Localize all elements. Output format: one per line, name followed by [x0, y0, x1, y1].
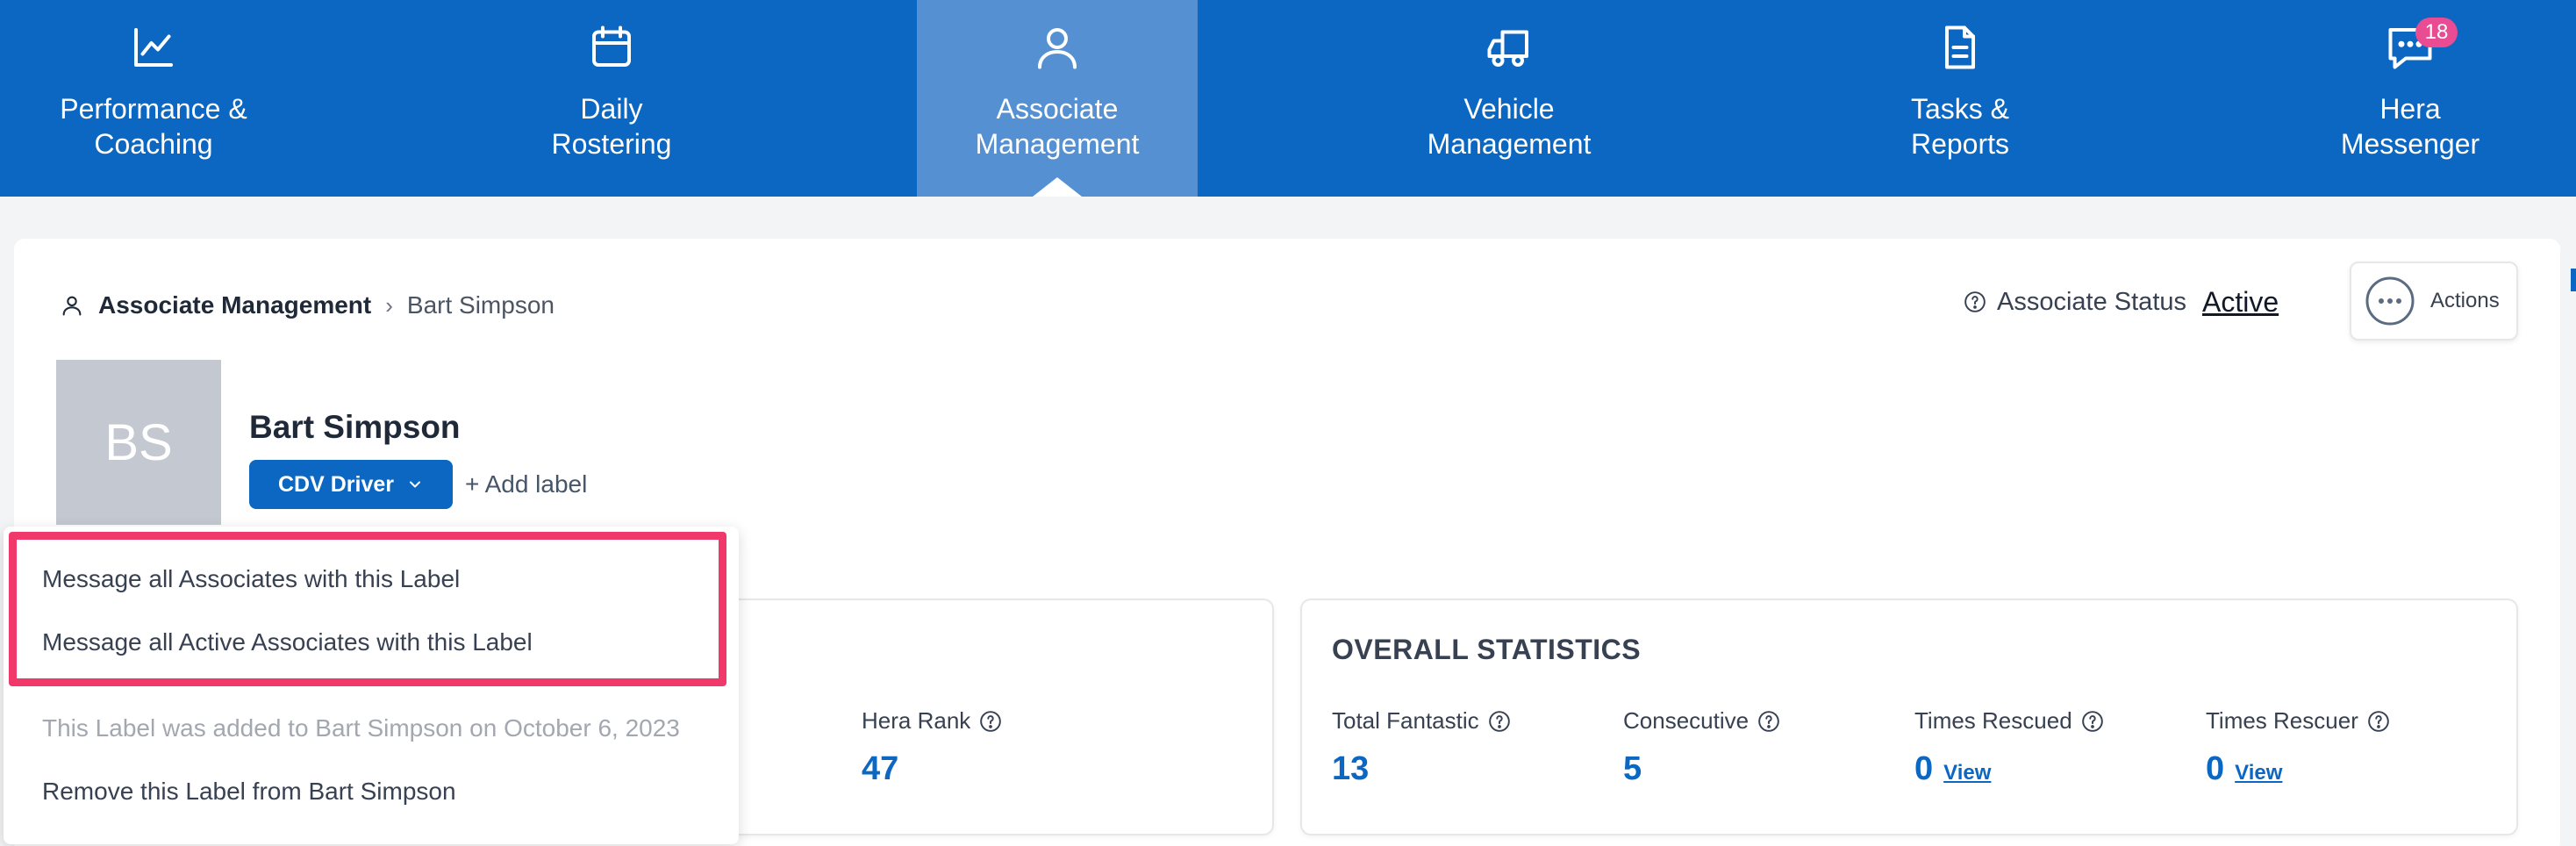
breadcrumb-root[interactable]: Associate Management: [98, 291, 372, 319]
stat-label: Consecutive: [1623, 707, 1750, 734]
active-caret: [1033, 177, 1082, 197]
edge-indicator: [2571, 269, 2576, 291]
menu-item-message-active[interactable]: Message all Active Associates with this …: [42, 628, 533, 656]
actions-button[interactable]: Actions: [2350, 262, 2518, 341]
associate-stats-panel: Hera Rank 47: [719, 599, 1274, 835]
label-text: CDV Driver: [278, 471, 394, 497]
unread-badge: 18: [2415, 18, 2458, 47]
stat-label: Times Rescued: [1914, 707, 2072, 734]
associate-name: Bart Simpson: [249, 409, 461, 445]
nav-label: Vehicle Management: [1427, 93, 1592, 160]
status-value[interactable]: Active: [2202, 285, 2279, 318]
nav-tasks-reports[interactable]: Tasks & Reports: [1732, 0, 2188, 197]
stat-value: 0: [1914, 750, 1934, 787]
nav-label: Daily Rostering: [551, 93, 672, 160]
menu-item-info: This Label was added to Bart Simpson on …: [42, 714, 680, 742]
stat-value: 13: [1332, 750, 1370, 787]
chevron-right-icon: ›: [385, 291, 393, 319]
avatar: BS: [56, 360, 221, 525]
chart-line-icon: [127, 21, 180, 74]
help-icon[interactable]: [1488, 710, 1511, 733]
message-icon: 18: [2384, 18, 2458, 74]
actions-label: Actions: [2430, 289, 2500, 312]
stat-value: 5: [1623, 750, 1642, 787]
nav-label: Hera Messenger: [2340, 93, 2480, 160]
stat-times-rescuer: Times Rescuer 0 View: [2206, 707, 2390, 788]
document-icon: [1934, 21, 1986, 74]
stat-hera-rank: Hera Rank 47: [862, 707, 1002, 788]
overall-statistics-panel: OVERALL STATISTICS Total Fantastic 13 Co…: [1300, 599, 2518, 835]
top-nav: Performance & Coaching Daily Rostering A…: [0, 0, 2576, 197]
nav-label: Performance & Coaching: [60, 93, 247, 160]
user-icon: [62, 296, 82, 316]
add-label-link[interactable]: + Add label: [465, 470, 588, 498]
stat-consecutive: Consecutive 5: [1623, 707, 1780, 788]
label-dropdown-button[interactable]: CDV Driver: [249, 460, 453, 509]
view-link[interactable]: View: [2235, 761, 2283, 785]
stat-label: Hera Rank: [862, 707, 971, 734]
nav-associate-management[interactable]: Associate Management: [917, 0, 1198, 197]
chevron-down-icon: [410, 481, 420, 488]
status-label: Associate Status: [1997, 287, 2186, 316]
stat-label: Times Rescuer: [2206, 707, 2358, 734]
help-icon[interactable]: [2367, 710, 2390, 733]
nav-hera-messenger[interactable]: 18 Hera Messenger: [2185, 0, 2576, 197]
panel-title: OVERALL STATISTICS: [1332, 634, 1642, 665]
menu-item-message-all[interactable]: Message all Associates with this Label: [42, 565, 461, 592]
help-icon[interactable]: [979, 710, 1002, 733]
truck-icon: [1483, 21, 1535, 74]
user-icon: [1031, 21, 1084, 74]
highlight-box: [9, 532, 726, 686]
help-icon[interactable]: [1757, 710, 1780, 733]
nav-daily-rostering[interactable]: Daily Rostering: [307, 0, 916, 197]
stat-times-rescued: Times Rescued 0 View: [1914, 707, 2104, 788]
help-icon[interactable]: [2081, 710, 2104, 733]
stat-value: 0: [2206, 750, 2225, 787]
nav-label: Tasks & Reports: [1910, 93, 2010, 160]
breadcrumb: Associate Management › Bart Simpson: [60, 288, 555, 323]
view-link[interactable]: View: [1943, 761, 1992, 785]
help-icon: [1964, 291, 1986, 312]
nav-performance-coaching[interactable]: Performance & Coaching: [0, 0, 307, 197]
breadcrumb-current: Bart Simpson: [406, 291, 555, 319]
more-icon: [2365, 276, 2415, 326]
associate-status: Associate Status Active: [1964, 284, 2279, 319]
nav-vehicle-management[interactable]: Vehicle Management: [1281, 0, 1737, 197]
menu-item-remove-label[interactable]: Remove this Label from Bart Simpson: [42, 778, 456, 805]
stat-label: Total Fantastic: [1332, 707, 1479, 734]
calendar-icon: [585, 21, 638, 74]
stat-total-fantastic: Total Fantastic 13: [1332, 707, 1511, 788]
stat-value: 47: [862, 750, 899, 787]
nav-label: Associate Management: [975, 93, 1140, 160]
